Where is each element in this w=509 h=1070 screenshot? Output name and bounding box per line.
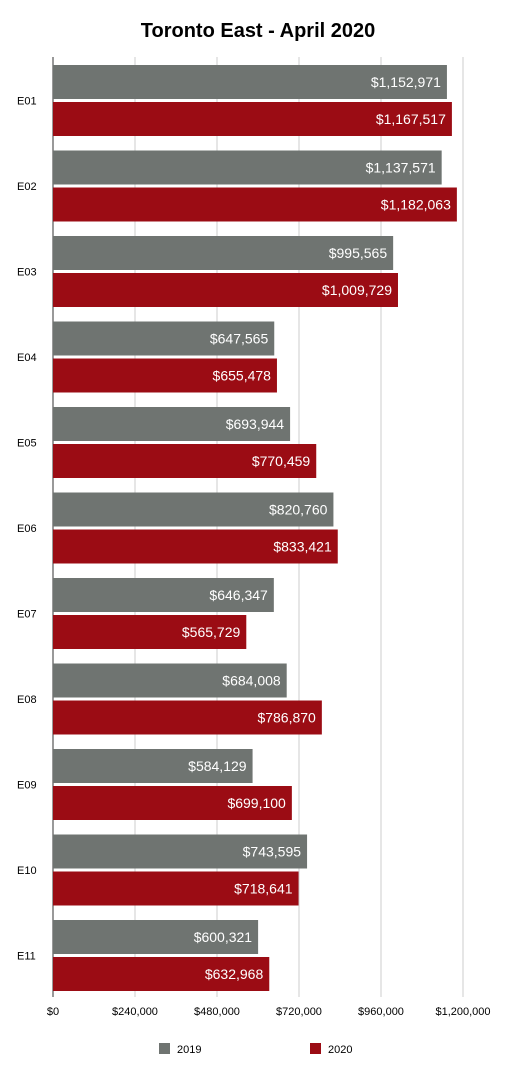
x-tick-label: $1,200,000 bbox=[435, 1006, 490, 1018]
bar-2020 bbox=[53, 273, 398, 307]
bars: $1,152,971 $1,167,517 $1,137,571 $1,182,063… bbox=[53, 65, 457, 991]
x-tick-label: $720,000 bbox=[276, 1006, 322, 1018]
bar-2020 bbox=[53, 444, 317, 478]
x-axis-ticks: $0 $240,000 $480,000 $720,000 $960,000 $1,200… bbox=[47, 1006, 491, 1018]
bar-value-label: $995,565 bbox=[329, 245, 388, 261]
bar-2019 bbox=[53, 920, 259, 954]
legend: 2019 2020 bbox=[159, 1043, 352, 1056]
category-label: E05 bbox=[17, 438, 37, 450]
category-label: E02 bbox=[17, 181, 37, 193]
category-label: E09 bbox=[17, 780, 37, 792]
chart-title: Toronto East - April 2020 bbox=[141, 20, 375, 42]
bar-value-label: $1,009,729 bbox=[322, 282, 392, 298]
category-labels: E01 E02 E03 E04 E05 E06 E07 E08 E09 E10 E11 bbox=[17, 96, 37, 963]
bar-value-label: $1,152,971 bbox=[371, 74, 441, 90]
bar-2020 bbox=[53, 358, 277, 393]
bar-2019 bbox=[53, 150, 442, 185]
category-label: E07 bbox=[17, 609, 37, 621]
bar-2019 bbox=[53, 834, 308, 869]
bar-value-label: $693,944 bbox=[226, 416, 285, 432]
bar-value-label: $647,565 bbox=[210, 331, 269, 347]
bar-2019 bbox=[53, 236, 394, 270]
bar-value-label: $646,347 bbox=[209, 587, 268, 603]
bar-value-label: $684,008 bbox=[222, 673, 281, 689]
category-label: E11 bbox=[17, 951, 36, 963]
x-tick-label: $240,000 bbox=[112, 1006, 158, 1018]
category-label: E10 bbox=[17, 865, 37, 877]
bar-2019 bbox=[53, 407, 291, 441]
bar-2020 bbox=[53, 871, 299, 906]
bar-value-label: $584,129 bbox=[188, 758, 247, 774]
legend-swatch-2020 bbox=[310, 1043, 321, 1054]
bar-value-label: $655,478 bbox=[213, 368, 272, 384]
bar-value-label: $632,968 bbox=[205, 966, 264, 982]
bar-value-label: $743,595 bbox=[243, 844, 302, 860]
category-label: E03 bbox=[17, 267, 37, 279]
bar-2019 bbox=[53, 578, 274, 612]
bar-2020 bbox=[53, 187, 457, 222]
bar-value-label: $1,182,063 bbox=[381, 197, 451, 213]
bar-2019 bbox=[53, 749, 253, 783]
bar-value-label: $786,870 bbox=[257, 710, 316, 726]
bar-value-label: $820,760 bbox=[269, 502, 328, 518]
bar-2020 bbox=[53, 786, 292, 820]
bar-2019 bbox=[53, 321, 275, 356]
bar-2019 bbox=[53, 663, 287, 698]
bar-2020 bbox=[53, 615, 247, 649]
category-label: E01 bbox=[17, 96, 37, 108]
bar-value-label: $718,641 bbox=[234, 881, 293, 897]
category-label: E08 bbox=[17, 694, 37, 706]
category-label: E04 bbox=[17, 352, 37, 364]
bar-value-label: $833,421 bbox=[273, 539, 332, 555]
bar-value-label: $1,167,517 bbox=[376, 111, 446, 127]
bar-2019 bbox=[53, 492, 334, 527]
category-label: E06 bbox=[17, 523, 37, 535]
bar-value-label: $699,100 bbox=[227, 795, 286, 811]
legend-label: 2019 bbox=[177, 1044, 201, 1056]
bar-2019 bbox=[53, 65, 447, 99]
bar-2020 bbox=[53, 957, 270, 991]
x-tick-label: $480,000 bbox=[194, 1006, 240, 1018]
bar-2020 bbox=[53, 529, 338, 564]
bar-value-label: $1,137,571 bbox=[366, 160, 436, 176]
legend-label: 2020 bbox=[328, 1044, 352, 1056]
bar-2020 bbox=[53, 102, 452, 136]
legend-swatch-2019 bbox=[159, 1043, 170, 1054]
bar-2020 bbox=[53, 700, 322, 735]
x-tick-label: $0 bbox=[47, 1006, 59, 1018]
bar-value-label: $565,729 bbox=[182, 624, 241, 640]
bar-value-label: $770,459 bbox=[252, 453, 311, 469]
bar-value-label: $600,321 bbox=[194, 929, 253, 945]
x-tick-label: $960,000 bbox=[358, 1006, 404, 1018]
